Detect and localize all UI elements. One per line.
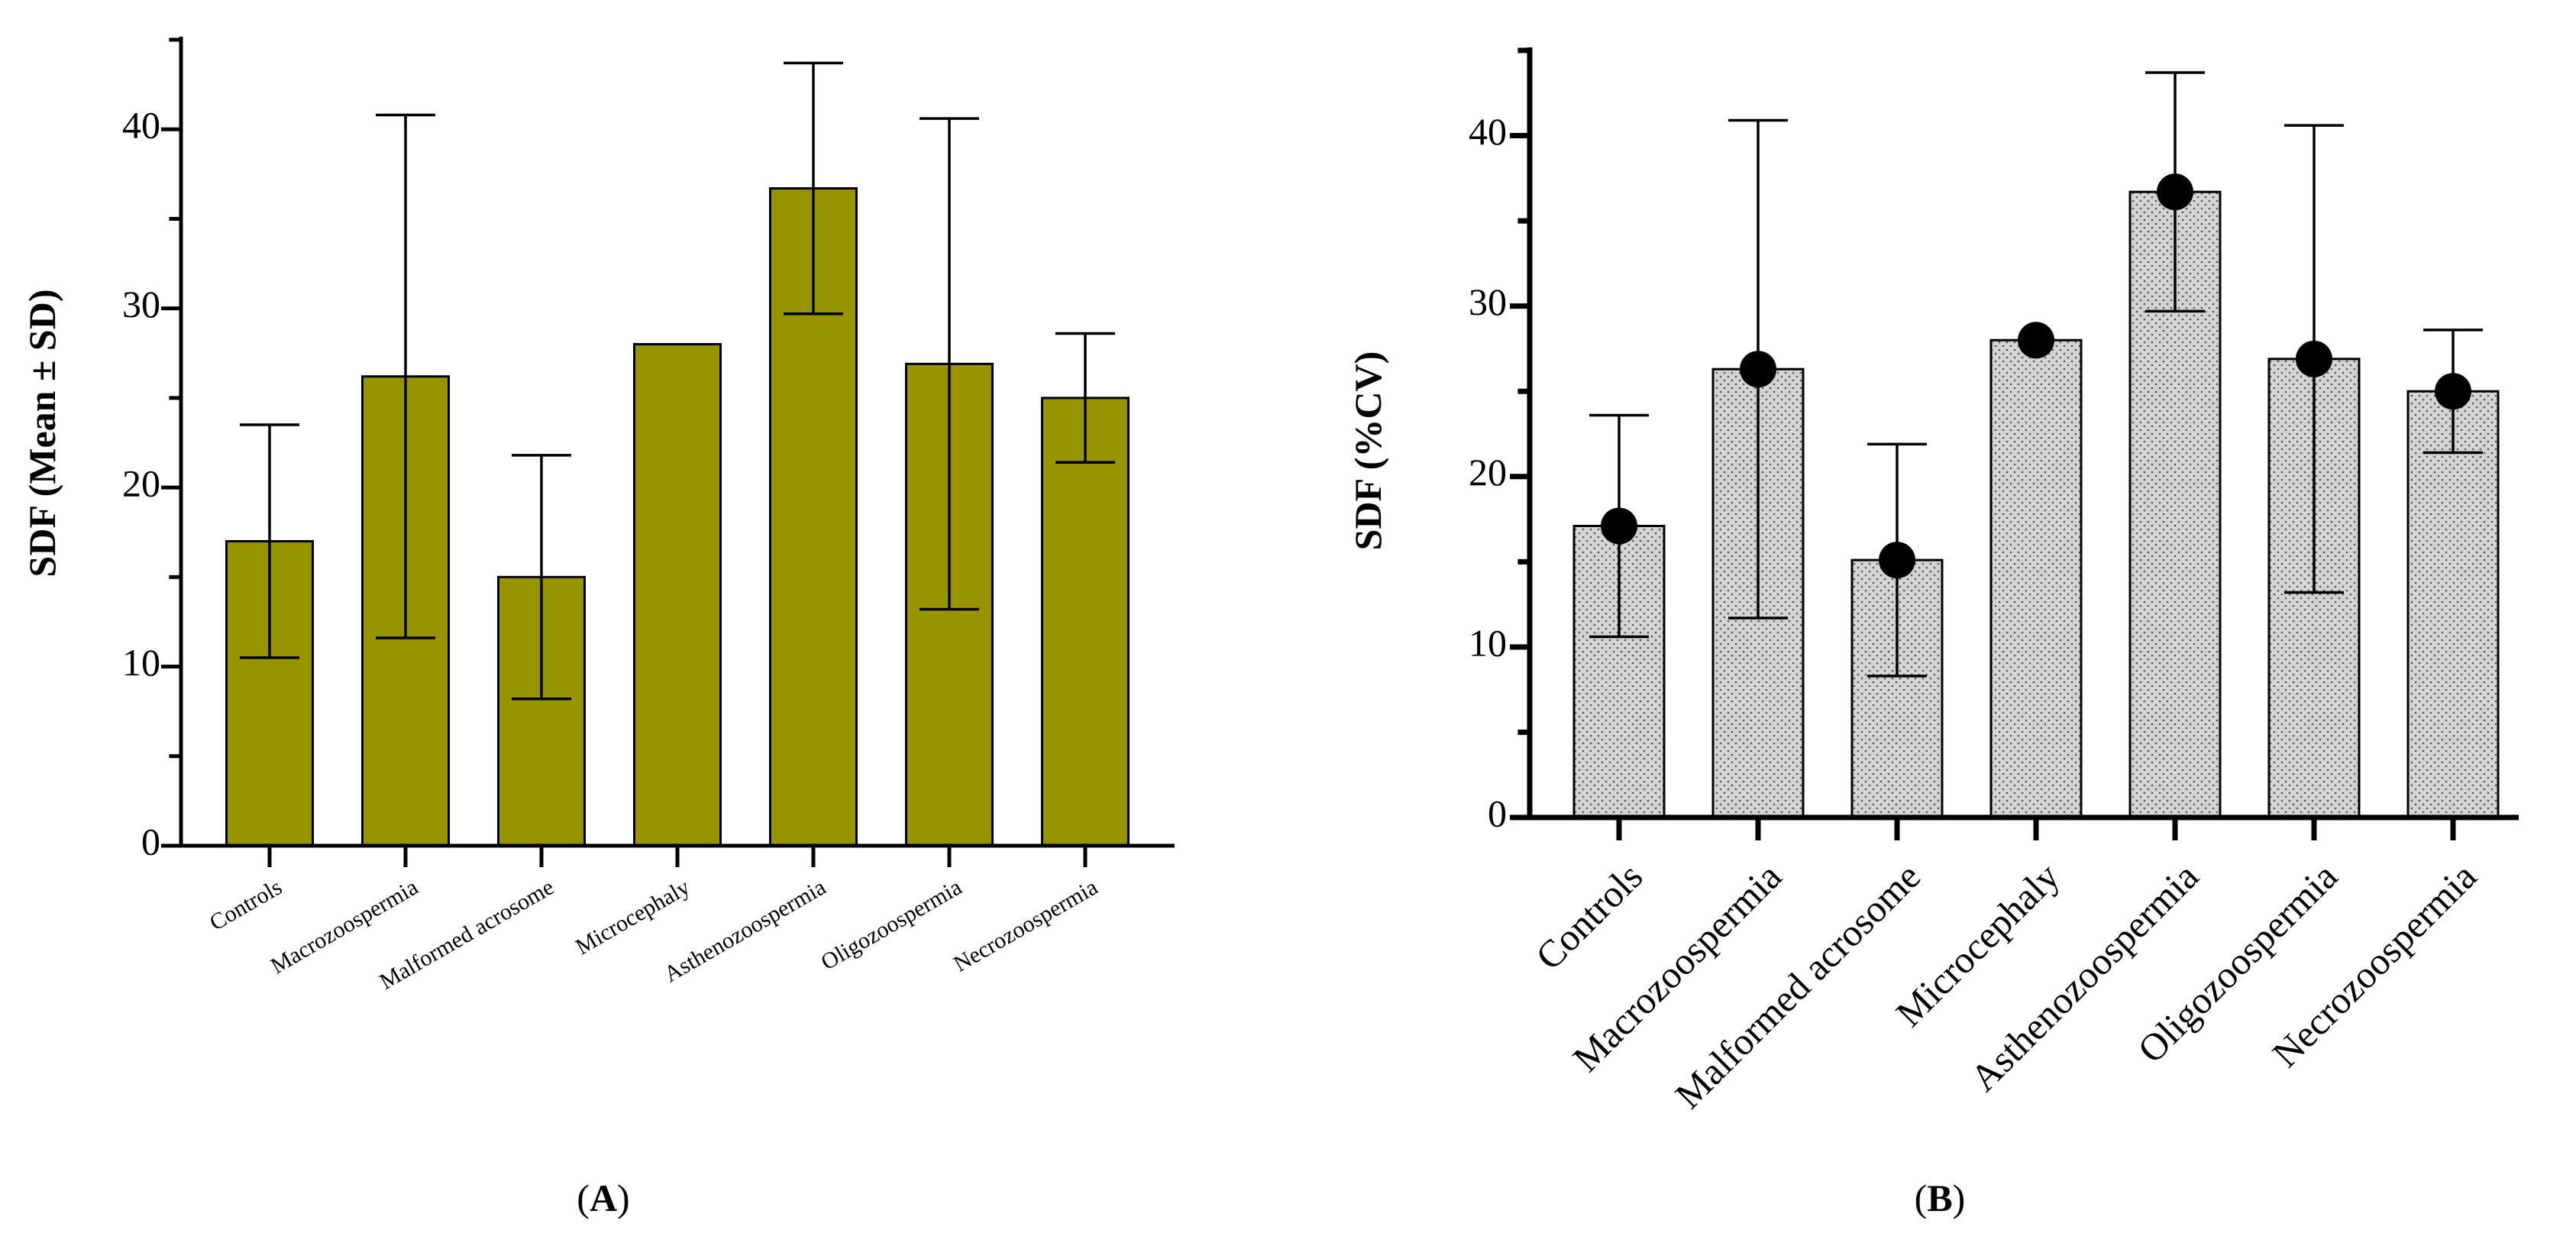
panel-b-label: (B)	[1915, 1177, 1966, 1219]
panel-a-category-label-oligozoospermia: Oligozoospermia	[816, 874, 965, 975]
panel-b-mean-marker-macrozoospermia	[1740, 351, 1776, 388]
panel-b-y-tick-label-10: 10	[1469, 621, 1507, 664]
panel-b-mean-marker-necrozoospermia	[2435, 373, 2471, 410]
panel-b-category-label-malformed-acrosome: Malformed acrosome	[1666, 855, 1928, 1117]
panel-b-y-tick-label-20: 20	[1469, 451, 1507, 494]
panel-a-category-label-microcephaly: Microcephaly	[571, 874, 694, 960]
panel-a-y-tick-label-10: 10	[122, 641, 160, 684]
panel-a-label: (A)	[577, 1177, 629, 1219]
panel-b-bar-microcephaly	[1989, 338, 2083, 819]
panel-a-bar-microcephaly	[633, 343, 722, 847]
panel-a-letter: A	[590, 1177, 617, 1219]
panel-b-category-label-controls: Controls	[1527, 855, 1650, 978]
panel-a-category-label-controls: Controls	[205, 874, 286, 935]
panel-a-y-axis-label: SDF (Mean ± SD)	[21, 290, 63, 578]
panel-b-mean-marker-asthenozoospermia	[2157, 173, 2193, 211]
panel-b-mean-marker-controls	[1601, 507, 1637, 545]
panel-b-mean-marker-malformed-acrosome	[1879, 542, 1915, 579]
panel-a-bar-necrozoospermia	[1041, 397, 1130, 847]
panel-a-y-tick-label-30: 30	[122, 283, 160, 325]
panel-b-bar-necrozoospermia	[2406, 390, 2500, 819]
panel-b-category-label-asthenozoospermia: Asthenozoospermia	[1962, 855, 2206, 1099]
panel-b-y-tick-label-40: 40	[1469, 110, 1507, 153]
panel-b-y-tick-label-0: 0	[1488, 791, 1507, 834]
panel-a-y-tick-label-20: 20	[122, 462, 160, 505]
panel-a-y-tick-label-0: 0	[141, 820, 160, 863]
panel-b-y-axis-label: SDF (%CV)	[1346, 351, 1389, 551]
panel-b-letter: B	[1927, 1177, 1952, 1219]
panel-b-mean-marker-oligozoospermia	[2296, 340, 2332, 377]
panel-b-mean-marker-microcephaly	[2018, 322, 2054, 359]
panel-a-category-label-necrozoospermia: Necrozoospermia	[949, 874, 1102, 976]
panel-b-y-tick-label-30: 30	[1469, 280, 1507, 323]
panel-a-y-tick-label-40: 40	[122, 104, 160, 147]
